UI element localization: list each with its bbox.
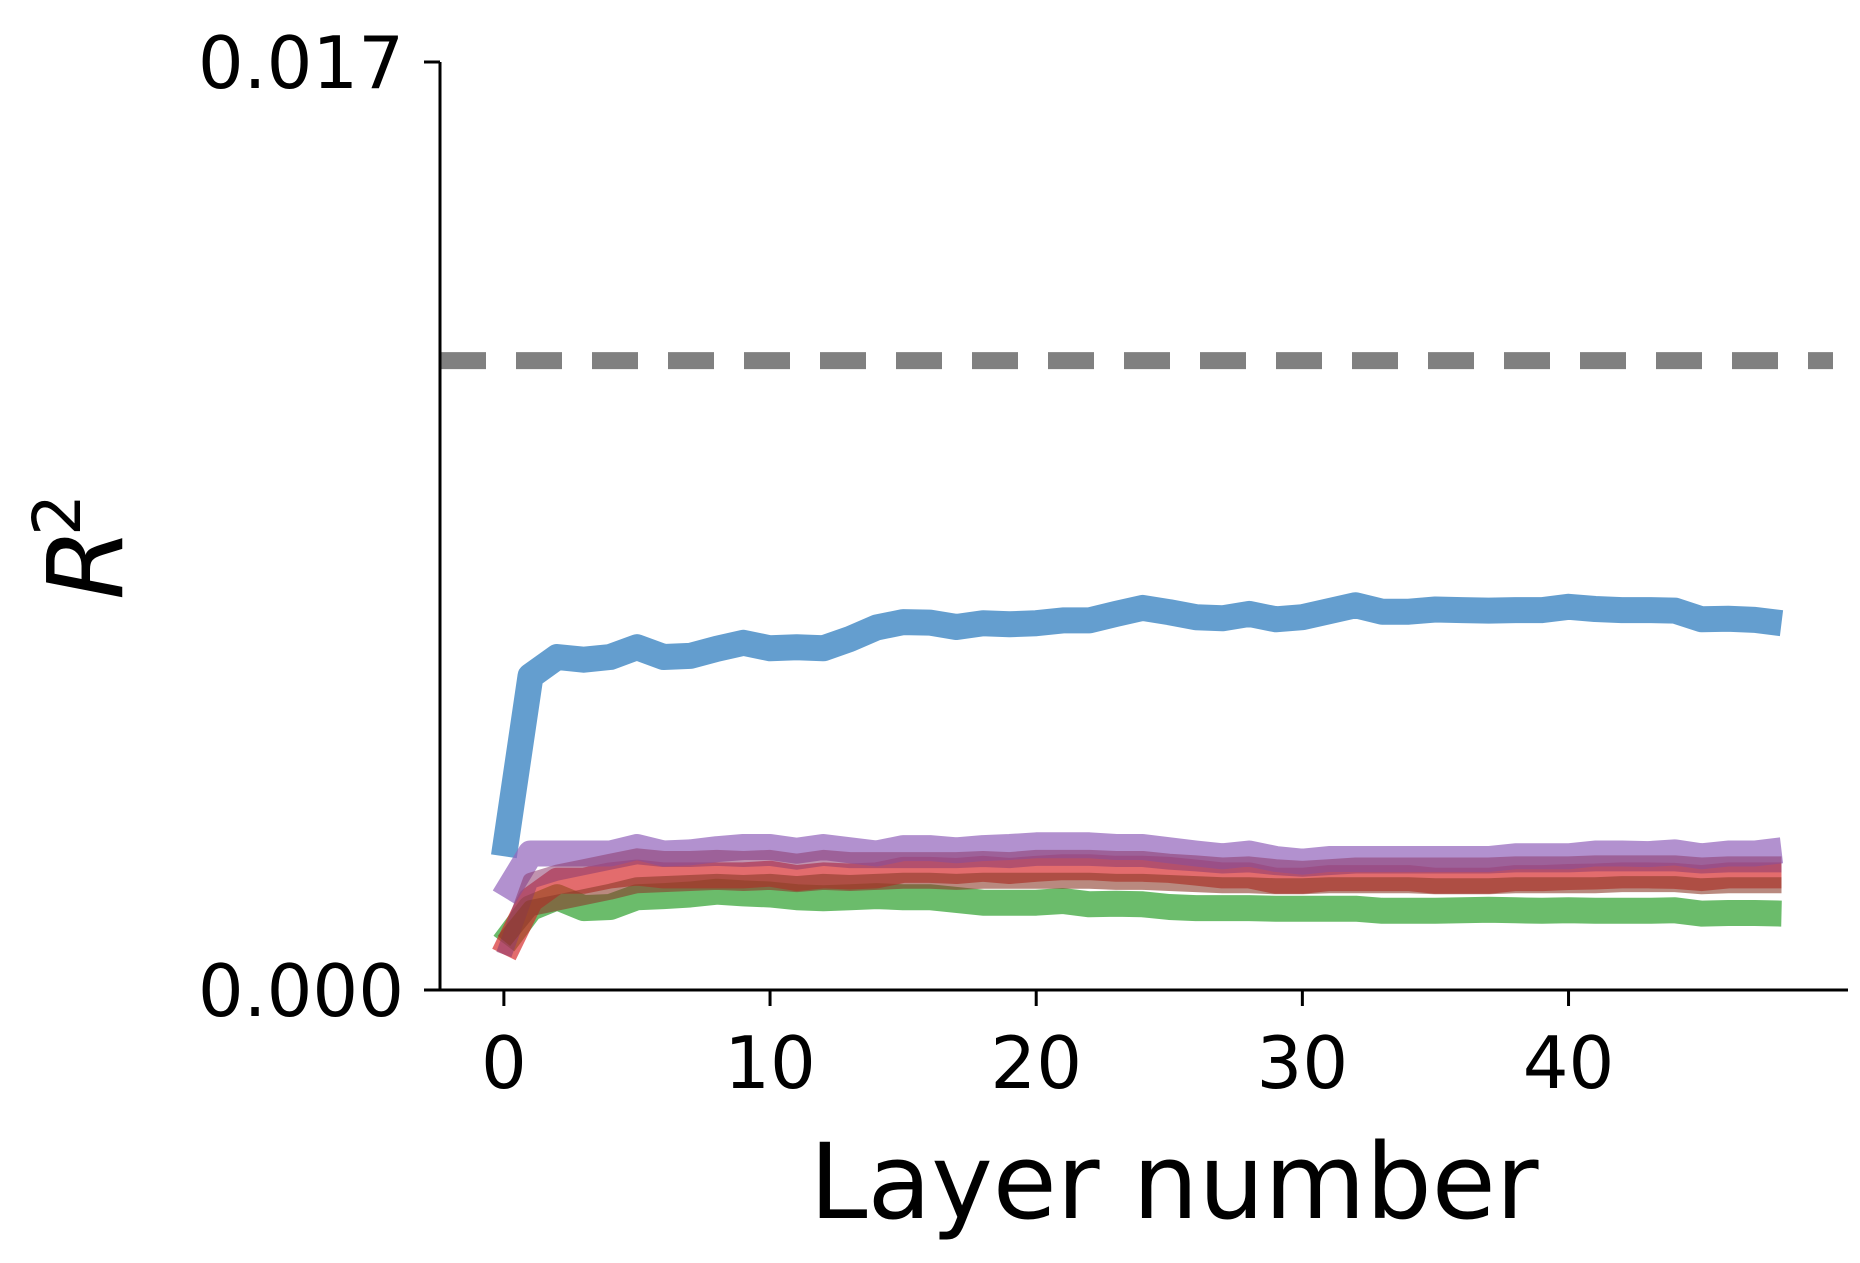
series-line-1 — [493, 878, 1782, 952]
y-tick-label: 0.000 — [198, 949, 404, 1033]
x-tick-label: 30 — [1257, 1021, 1349, 1105]
y-tick-label: 0.017 — [198, 21, 404, 105]
overlay-line-1 — [497, 872, 1782, 946]
overlay-line-0 — [496, 848, 1782, 958]
plot-series — [440, 352, 1833, 961]
y-axis-label-superscript: 2 — [19, 494, 96, 536]
x-tick-label: 10 — [724, 1021, 816, 1105]
y-ticks: 0.000 0.017 — [198, 21, 440, 1033]
series-line-3 — [492, 832, 1784, 904]
y-axis-label-base: R — [25, 528, 147, 600]
x-tick-label: 0 — [481, 1021, 527, 1105]
y-axis-label: R 2 — [19, 494, 147, 600]
x-ticks: 0 10 20 30 40 — [481, 990, 1614, 1105]
x-tick-label: 20 — [990, 1021, 1082, 1105]
x-axis-label: Layer number — [810, 1121, 1539, 1243]
x-tick-label: 40 — [1523, 1021, 1615, 1105]
axes: 0 10 20 30 40 0.000 0.017 — [198, 21, 1848, 1105]
series-line-0 — [491, 592, 1784, 859]
